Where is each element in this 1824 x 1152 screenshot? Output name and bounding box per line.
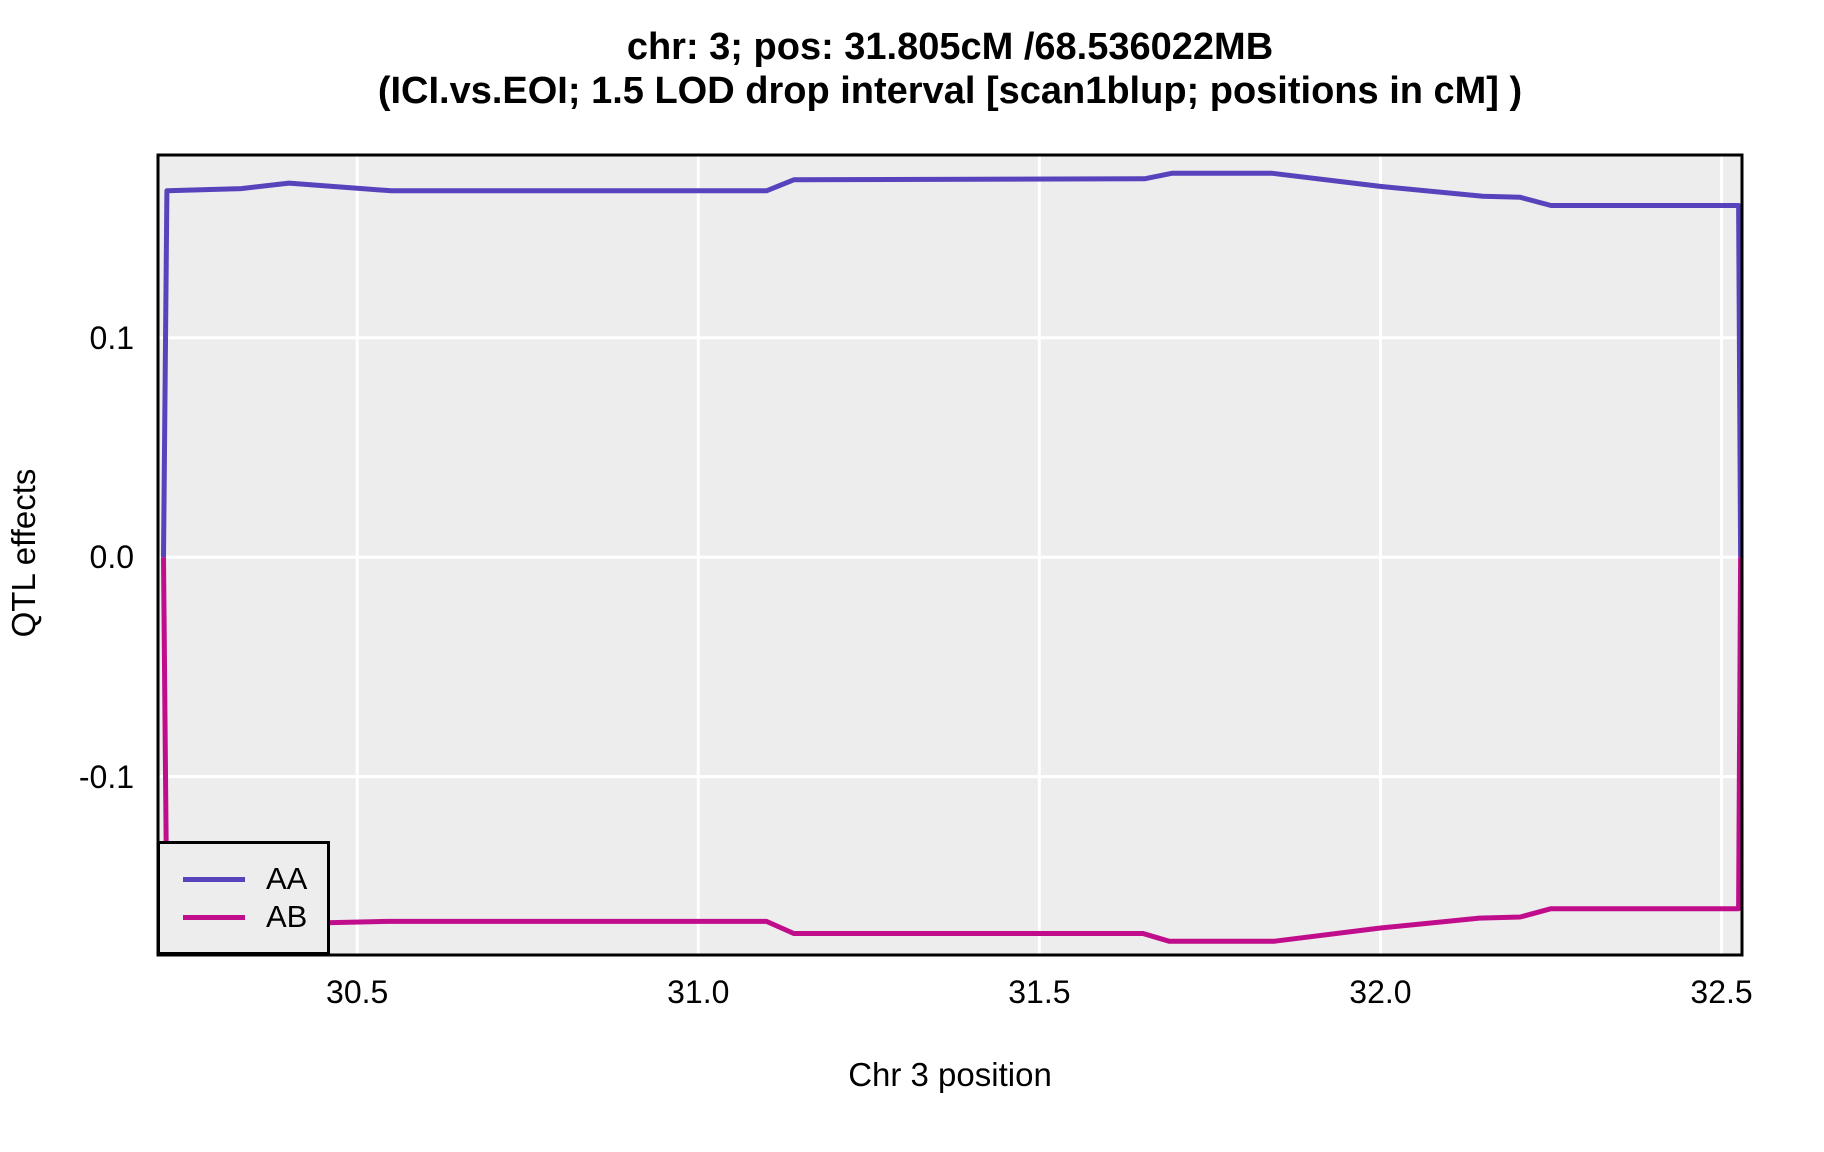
series-line-aa [161,170,1744,558]
y-tick-label: 0.0 [89,539,134,576]
y-tick-label: 0.1 [89,319,134,356]
panel-background [158,155,1742,955]
x-tick-label: 32.5 [1690,974,1753,1010]
x-tick-label: 30.5 [326,974,389,1010]
legend-line-ab-swatch [183,915,245,920]
y-tick-label: -0.1 [78,758,134,795]
y-axis-title: QTL effects [5,468,42,638]
legend-label-ab: AB [266,899,308,934]
legend-line-aa-swatch [183,877,245,882]
legend-box: AA AB [157,841,330,955]
panel-border [156,153,1744,957]
x-axis-title: Chr 3 position [848,1056,1052,1093]
x-tick-label: 31.5 [1008,974,1071,1010]
x-tick-label: 32.0 [1349,974,1412,1010]
chart-subtitle: (ICI.vs.EOI; 1.5 LOD drop interval [scan… [377,70,1523,112]
legend-label-aa: AA [266,861,308,896]
chart-title: chr: 3; pos: 31.805cM /68.536022MB [626,26,1274,68]
x-tick-label: 31.0 [667,974,730,1010]
